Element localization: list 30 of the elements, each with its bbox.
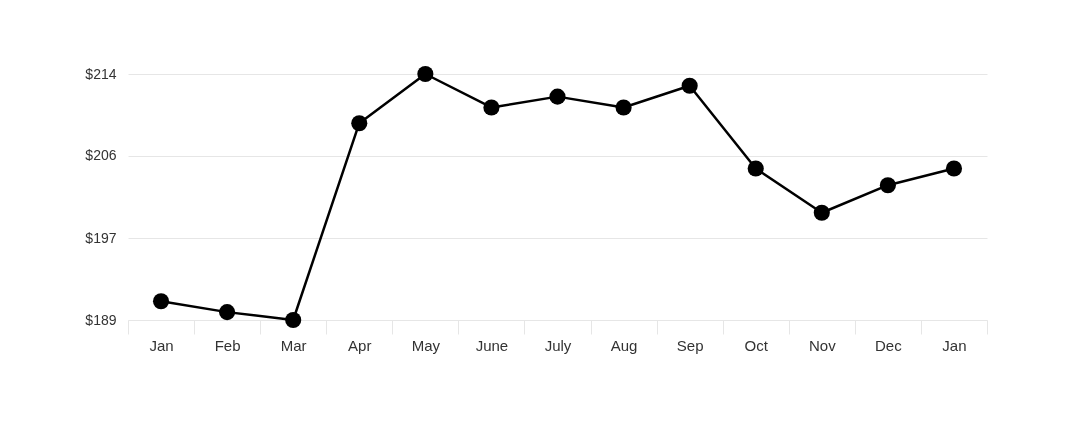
point — [351, 115, 368, 132]
y-tick-label: $189 — [85, 311, 117, 328]
x-tick-label: Jan — [149, 336, 174, 354]
point — [152, 293, 170, 310]
x-tick-label: Nov — [808, 336, 837, 354]
x-tick-label: Mar — [280, 336, 307, 354]
x-tick-label: Apr — [348, 336, 372, 354]
x-tick-label: Dec — [875, 336, 903, 354]
point — [417, 65, 434, 83]
y-tick-label: $214 — [85, 65, 117, 82]
point — [549, 88, 566, 105]
y-tick-label: $197 — [85, 229, 117, 246]
point — [615, 99, 632, 116]
point — [285, 311, 302, 329]
x-tick-label: July — [544, 336, 572, 354]
x-tick-label: Aug — [610, 336, 638, 354]
x-tick-label: Feb — [214, 336, 241, 354]
x-tick-label: Oct — [744, 336, 769, 354]
x-tick-label: May — [411, 336, 441, 354]
point — [483, 99, 500, 116]
y-tick-label: $206 — [85, 147, 117, 164]
x-tick-label: Jan — [942, 336, 967, 354]
point — [813, 204, 830, 221]
x-tick-label: June — [475, 336, 509, 354]
point — [945, 160, 963, 177]
point — [681, 77, 698, 94]
point — [219, 304, 236, 321]
point — [879, 177, 896, 194]
point — [747, 160, 764, 177]
x-tick-label: Sep — [676, 336, 704, 354]
